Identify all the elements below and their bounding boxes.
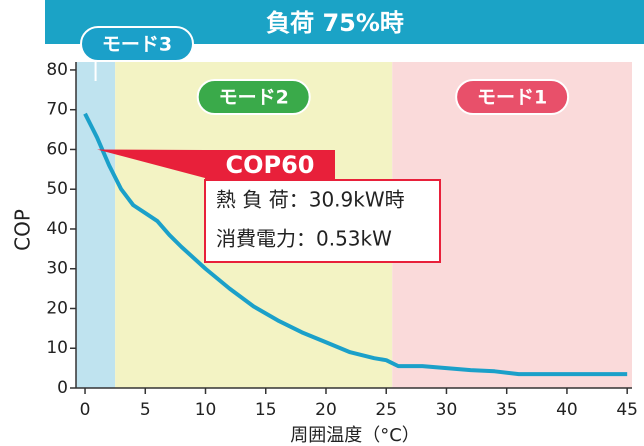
- callout-line: 熱 負 荷：30.9kW時: [216, 188, 405, 212]
- y-tick-label: 40: [46, 219, 68, 239]
- y-tick-label: 0: [57, 378, 68, 398]
- y-tick-label: 50: [46, 179, 68, 199]
- y-tick-label: 80: [46, 60, 68, 80]
- chart-title: 負荷 75%時: [266, 9, 404, 37]
- x-tick-label: 30: [436, 400, 458, 420]
- mode-region: [76, 62, 116, 388]
- x-tick-label: 10: [195, 400, 217, 420]
- y-tick-label: 20: [46, 298, 68, 318]
- callout-box: [204, 179, 441, 263]
- mode-label: モード3: [102, 34, 172, 56]
- x-tick-label: 40: [556, 400, 578, 420]
- x-tick-label: 0: [80, 400, 91, 420]
- x-tick-label: 25: [375, 400, 397, 420]
- mode-badge: [196, 79, 311, 115]
- y-tick-label: 10: [46, 338, 68, 358]
- cop-line: [83, 112, 628, 377]
- x-tick-label: 20: [315, 400, 337, 420]
- x-axis-label: 周囲温度（°C）: [290, 425, 420, 446]
- mode-label: モード2: [219, 87, 289, 109]
- y-tick-label: 60: [46, 139, 68, 159]
- callout-title-box: [205, 150, 335, 180]
- mode-badge: [455, 79, 570, 115]
- callout-pointer: [97, 149, 205, 178]
- y-tick-label: 30: [46, 259, 68, 279]
- mode-label: モード1: [477, 87, 547, 109]
- y-tick-label: 70: [46, 100, 68, 120]
- callout-line: 消費電力：0.53kW: [216, 227, 392, 251]
- y-axis-label: COP: [11, 209, 35, 251]
- x-tick-label: 15: [255, 400, 277, 420]
- x-tick-label: 45: [616, 400, 638, 420]
- callout-title: COP60: [225, 151, 314, 179]
- mode-badge: [80, 26, 194, 62]
- x-tick-label: 35: [496, 400, 518, 420]
- x-tick-label: 5: [140, 400, 151, 420]
